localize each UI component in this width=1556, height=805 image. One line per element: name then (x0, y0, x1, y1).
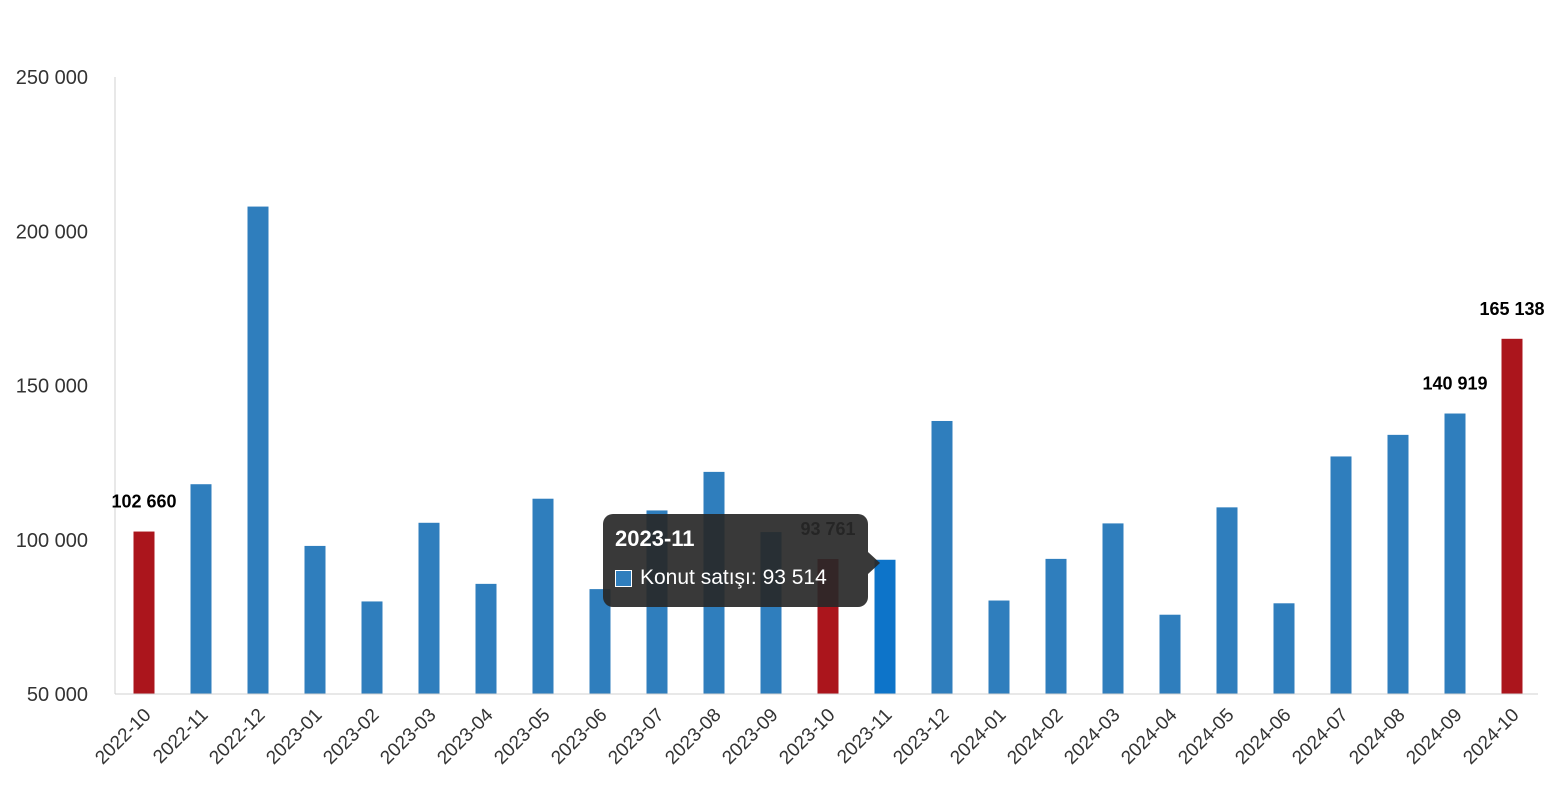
x-tick-label: 2023-01 (262, 705, 326, 769)
bar-2023-02[interactable] (361, 601, 383, 694)
bar-2024-03[interactable] (1102, 523, 1124, 694)
x-tick-label: 2024-10 (1459, 705, 1523, 769)
bar-2023-11[interactable] (874, 559, 896, 694)
x-tick-label: 2023-03 (376, 705, 440, 769)
x-tick-label: 2022-10 (91, 705, 155, 769)
tooltip: 2023-11 Konut satışı: 93 514 (603, 514, 880, 607)
x-axis: 2022-102022-112022-122023-012023-022023-… (91, 693, 1538, 769)
bar-2024-09[interactable] (1444, 413, 1466, 694)
bar-2024-08[interactable] (1387, 434, 1409, 694)
x-tick-label: 2023-08 (661, 705, 725, 769)
bar-2024-06[interactable] (1273, 603, 1295, 694)
x-tick-label: 2024-05 (1174, 705, 1238, 769)
bar-2024-01[interactable] (988, 600, 1010, 694)
bars (133, 206, 1523, 694)
bar-2023-12[interactable] (931, 420, 953, 694)
data-label: 102 660 (111, 492, 176, 512)
bar-2023-03[interactable] (418, 522, 440, 694)
tooltip-row: Konut satışı: 93 514 (615, 566, 856, 590)
x-tick-label: 2023-11 (833, 705, 896, 768)
bar-2024-04[interactable] (1159, 614, 1181, 694)
data-label: 140 919 (1422, 374, 1487, 394)
x-tick-label: 2024-01 (946, 705, 1010, 769)
x-tick-label: 2024-02 (1003, 705, 1067, 769)
x-tick-label: 2024-03 (1060, 705, 1124, 769)
y-axis: 50 000 100 000 150 000 200 000 250 000 (16, 67, 116, 706)
y-tick-label: 50 000 (27, 684, 88, 706)
x-tick-label: 2024-04 (1117, 704, 1181, 768)
y-tick-label: 250 000 (16, 67, 88, 89)
x-tick-label: 2022-12 (205, 705, 269, 769)
bar-2024-02[interactable] (1045, 558, 1067, 694)
tooltip-series-swatch (615, 569, 632, 587)
x-tick-label: 2023-12 (889, 705, 953, 769)
bar-2023-05[interactable] (532, 498, 554, 694)
bar-2024-07[interactable] (1330, 456, 1352, 694)
bar-2022-10[interactable] (133, 531, 155, 694)
x-tick-label: 2023-04 (433, 704, 497, 768)
x-tick-label: 2023-06 (547, 705, 611, 769)
y-tick-label: 200 000 (16, 221, 88, 243)
y-tick-label: 100 000 (16, 530, 88, 552)
bar-2023-01[interactable] (304, 545, 326, 694)
bar-2023-06[interactable] (589, 589, 611, 694)
x-tick-label: 2023-09 (718, 705, 782, 769)
x-tick-label: 2023-05 (490, 705, 554, 769)
bar-2022-12[interactable] (247, 206, 269, 694)
x-tick-label: 2024-06 (1231, 705, 1295, 769)
x-tick-label: 2024-09 (1402, 705, 1466, 769)
x-tick-label: 2024-07 (1288, 705, 1352, 769)
x-tick-label: 2023-10 (775, 705, 839, 769)
tooltip-title: 2023-11 (615, 526, 695, 551)
x-tick-label: 2023-07 (604, 705, 668, 769)
data-label: 165 138 (1479, 299, 1544, 319)
x-tick-label: 2023-02 (319, 705, 383, 769)
bar-2022-11[interactable] (190, 484, 212, 694)
x-tick-label: 2024-08 (1345, 705, 1409, 769)
bar-2024-10[interactable] (1501, 338, 1523, 694)
x-tick-label: 2022-11 (149, 705, 212, 768)
tooltip-series-value: Konut satışı: 93 514 (640, 566, 827, 589)
bar-2023-04[interactable] (475, 583, 497, 694)
y-tick-label: 150 000 (16, 376, 88, 398)
bar-2024-05[interactable] (1216, 507, 1238, 694)
